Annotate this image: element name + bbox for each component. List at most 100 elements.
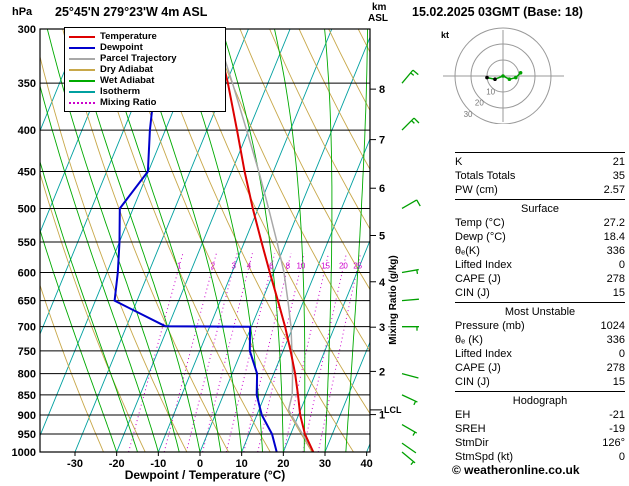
wet-adiabat: [345, 29, 368, 452]
mixing-ratio-label: 6: [269, 262, 274, 271]
panel-value: 21: [612, 156, 625, 168]
mixing-ratio-line: [257, 253, 305, 452]
mixing-ratio-label: 2: [211, 262, 216, 271]
km-tick-label: 2: [379, 366, 385, 378]
panel-section-title: Hodograph: [512, 395, 568, 407]
legend-label: Parcel Trajectory: [100, 53, 177, 64]
pressure-tick-label: 1000: [12, 447, 36, 459]
parcel-trajectory-curve: [214, 29, 314, 452]
wind-barb-staff: [401, 451, 416, 464]
panel-row: Lifted Index 0: [455, 258, 625, 272]
wind-barb-half: [412, 431, 416, 436]
hodograph-point: [485, 75, 489, 80]
wind-barb-staff: [401, 298, 419, 302]
isotherm: [40, 29, 83, 133]
wind-barb-full: [412, 69, 419, 76]
panel-label: Lifted Index: [455, 259, 512, 271]
panel-row: CIN (J) 15: [455, 375, 625, 389]
panel-row: Pressure (mb) 1024: [455, 319, 625, 333]
hodograph-point: [507, 77, 512, 81]
panel-value: 15: [612, 287, 625, 299]
legend-item: Parcel Trajectory: [69, 53, 221, 64]
panel-value: 2.57: [603, 184, 625, 196]
legend-swatch: [69, 90, 95, 93]
temp-tick-label: 0: [197, 458, 203, 470]
pressure-tick-label: 850: [18, 390, 36, 402]
wind-barb-half: [416, 269, 419, 274]
legend-item: Dry Adiabat: [69, 64, 221, 75]
km-tick-label: 1: [379, 410, 385, 422]
panel-label: Lifted Index: [455, 348, 512, 360]
panel-label: Temp (°C): [455, 217, 505, 229]
panel-label: CIN (J): [455, 287, 490, 299]
legend-label: Dewpoint: [100, 42, 143, 53]
temp-tick-label: -20: [109, 458, 125, 470]
panel-value: 126°: [602, 437, 625, 449]
panel-value: 278: [606, 362, 625, 374]
indices-panel: K 21 Totals Totals 35 PW (cm) 2.57 Surface Temp…: [455, 150, 625, 464]
panel-label: Dewp (°C): [455, 231, 506, 243]
legend-swatch: [69, 68, 95, 71]
temp-tick-label: 30: [319, 458, 331, 470]
hodograph-point: [518, 71, 523, 75]
mixing-ratio-line: [163, 253, 217, 452]
panel-value: 278: [606, 273, 625, 285]
panel-row: StmDir 126°: [455, 436, 625, 450]
isotherm: [116, 29, 291, 452]
panel-label: K: [455, 156, 463, 168]
hodograph-ring-label: 10: [486, 87, 495, 96]
panel-value: 15: [612, 376, 625, 388]
legend-item: Mixing Ratio: [69, 97, 221, 108]
panel-section-title: Surface: [521, 203, 559, 215]
panel-value: -19: [609, 423, 625, 435]
pressure-tick-label: 400: [18, 125, 36, 137]
wind-barb-staff: [401, 199, 418, 210]
hodograph-ring-label: 20: [475, 99, 484, 108]
wind-barbs: [401, 69, 421, 466]
wind-barb-staff: [401, 69, 414, 84]
legend-label: Isotherm: [100, 86, 141, 97]
wind-barb-staff: [401, 394, 418, 403]
hodograph-ring: [470, 43, 536, 109]
pressure-tick-label: 950: [18, 429, 36, 441]
panel-row: EH -21: [455, 408, 625, 422]
skewt-plot: 3003504004505005506006507007508008509009…: [12, 24, 421, 470]
wind-barb-staff: [401, 268, 419, 274]
mixing-ratio-label: 10: [296, 262, 305, 271]
legend-label: Wet Adiabat: [100, 75, 155, 86]
wind-barb-staff: [401, 117, 415, 131]
wet-adiabat: [221, 29, 284, 452]
mixing-ratio-line: [317, 253, 362, 452]
temp-tick-label: -30: [67, 458, 83, 470]
temp-tick-label: -10: [150, 458, 166, 470]
panel-label: StmSpd (kt): [455, 451, 514, 463]
mixing-ratio-label: 3: [231, 262, 236, 271]
mixing-ratio-label: 20: [339, 262, 348, 271]
legend-label: Temperature: [100, 31, 157, 42]
panel-row: CAPE (J) 278: [455, 272, 625, 286]
mixing-ratio-line: [302, 253, 347, 452]
panel-separator: [455, 152, 625, 153]
panel-value: 0: [618, 451, 625, 463]
panel-label: CIN (J): [455, 376, 490, 388]
hodograph-point: [514, 75, 518, 80]
legend-swatch: [69, 57, 95, 60]
wet-adiabat: [274, 29, 306, 452]
pressure-tick-label: 700: [18, 322, 36, 334]
panel-separator: [455, 391, 625, 392]
pressure-tick-label: 800: [18, 369, 36, 381]
panel-row: Temp (°C) 27.2: [455, 216, 625, 230]
mixing-ratio-line: [185, 253, 238, 452]
hodograph-point: [501, 74, 505, 78]
dry-adiabat: [269, 29, 370, 230]
km-tick-label: 7: [379, 135, 385, 147]
legend-item: Dewpoint: [69, 42, 221, 53]
dry-adiabat: [210, 29, 370, 352]
wind-barb-half: [411, 120, 415, 124]
km-tick-label: 8: [379, 84, 385, 96]
panel-label: StmDir: [455, 437, 489, 449]
hodograph-ring: [454, 27, 552, 124]
legend-item: Isotherm: [69, 86, 221, 97]
temp-tick-label: 10: [236, 458, 248, 470]
